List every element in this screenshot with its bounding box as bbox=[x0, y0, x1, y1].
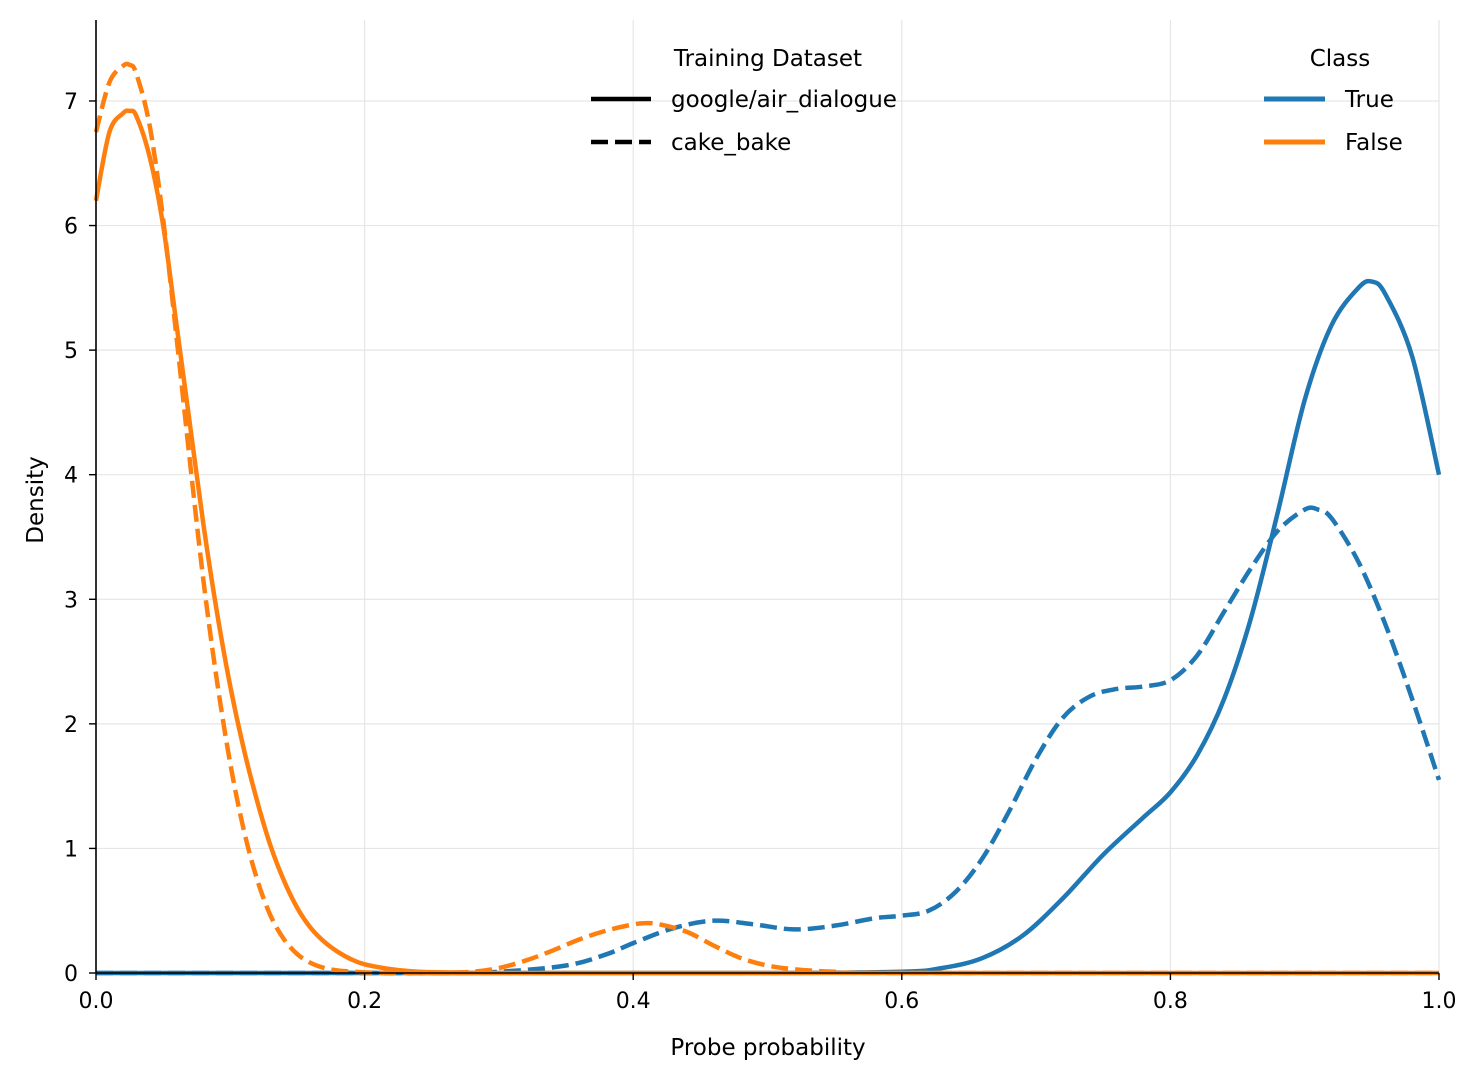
y-tick-label: 2 bbox=[64, 713, 78, 738]
y-axis-label: Density bbox=[23, 456, 49, 543]
x-tick-label: 1.0 bbox=[1422, 989, 1457, 1014]
y-tick-label: 1 bbox=[64, 837, 78, 862]
y-tick-label: 5 bbox=[64, 339, 78, 364]
legend-class-title: Class bbox=[1310, 46, 1371, 72]
x-tick-label: 0.6 bbox=[884, 989, 919, 1014]
x-tick-label: 0.8 bbox=[1153, 989, 1188, 1014]
y-tick-label: 3 bbox=[64, 588, 78, 613]
legend-dataset-entry-solid: google/air_dialogue bbox=[671, 87, 897, 113]
x-tick-label: 0.4 bbox=[616, 989, 651, 1014]
legend-class: Class True False bbox=[1264, 46, 1403, 156]
plot-lines bbox=[93, 61, 1442, 976]
x-axis-label: Probe probability bbox=[670, 1035, 865, 1061]
legend-dataset-title: Training Dataset bbox=[673, 46, 862, 72]
series-line-false-air-dialogue bbox=[93, 108, 1439, 976]
legend-class-entry-true: True bbox=[1344, 87, 1394, 113]
y-tick-label: 4 bbox=[64, 464, 78, 489]
y-tick-label: 7 bbox=[64, 90, 78, 115]
y-tick-label: 0 bbox=[64, 962, 78, 987]
legend-training-dataset: Training Dataset google/air_dialogue cak… bbox=[591, 46, 897, 156]
legend-class-entry-false: False bbox=[1345, 130, 1403, 156]
grid-lines bbox=[95, 20, 1440, 974]
series-line-true-air-dialogue bbox=[96, 278, 1442, 976]
series-line-false-cake-bake bbox=[93, 61, 1439, 976]
x-tick-label: 0.2 bbox=[347, 989, 382, 1014]
y-tick-label: 6 bbox=[64, 215, 78, 240]
ticks: 0.0 0.2 0.4 0.6 0.8 1.0 0 1 2 3 4 5 6 7 bbox=[64, 90, 1457, 1014]
axes bbox=[95, 20, 1439, 974]
series-line-true-cake-bake bbox=[96, 505, 1442, 976]
x-tick-label: 0.0 bbox=[79, 989, 114, 1014]
legend-dataset-entry-dashed: cake_bake bbox=[671, 130, 791, 156]
